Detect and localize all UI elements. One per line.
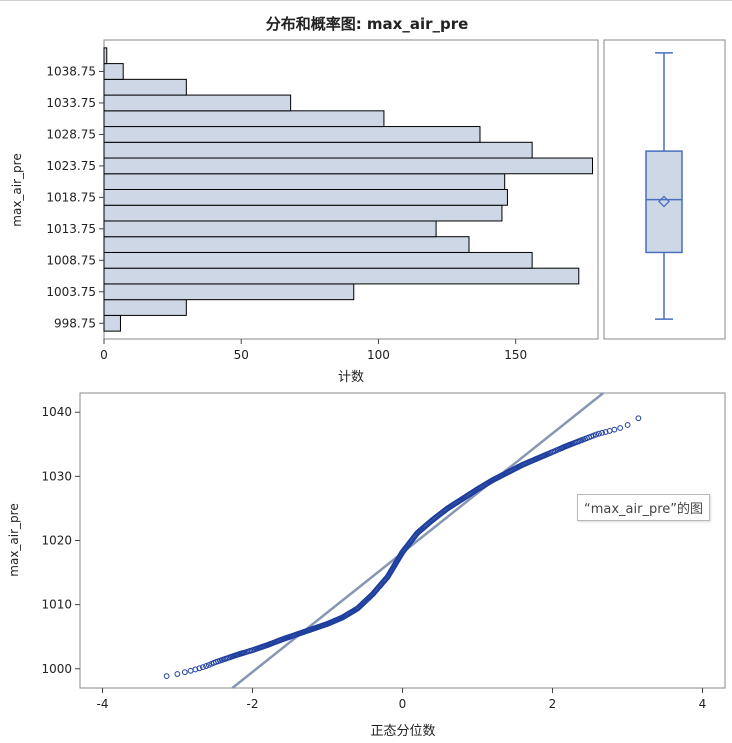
histogram-x-tick-label: 150 [504, 348, 527, 362]
qq-reference-line-group [231, 392, 605, 689]
qq-y-ticks: 1000 1010 1020 1030 1040 [41, 405, 80, 676]
qq-points [163, 415, 642, 680]
histogram-y-tick-label: 1038.75 [46, 64, 96, 78]
qq-y-tick-label: 1010 [41, 598, 72, 612]
boxplot-box [645, 150, 683, 254]
histogram-bar [103, 283, 355, 301]
qq-point [174, 671, 181, 677]
histogram-bar [103, 314, 121, 332]
histogram-bar [103, 94, 292, 112]
qq-point [596, 430, 602, 437]
qq-point [200, 664, 206, 671]
histogram-bar [103, 299, 187, 316]
histogram-bar [103, 267, 580, 285]
qq-x-tick-label: -2 [247, 697, 259, 711]
histogram-y-tick-label: 1028.75 [46, 127, 96, 141]
histogram-bar [103, 236, 470, 253]
qq-x-tick-label: -4 [97, 697, 109, 711]
qq-point [599, 429, 605, 436]
histogram-x-ticks: 0 50 100 150 [100, 339, 527, 362]
histogram-bar [103, 189, 508, 206]
histogram-bar [103, 63, 124, 80]
qq-point [635, 415, 642, 422]
histogram-y-axis-label: max_air_pre [10, 153, 24, 226]
qq-x-tick-label: 0 [399, 697, 407, 711]
histogram-bar [103, 141, 533, 159]
qq-x-tick-label: 4 [699, 697, 707, 711]
histogram-bar [103, 126, 481, 143]
histogram-y-tick-label: 1013.75 [46, 222, 96, 236]
qq-y-tick-label: 1000 [41, 662, 72, 676]
histogram-bar [103, 251, 533, 269]
qq-plot-frame [79, 392, 726, 689]
boxplot-mean-marker [658, 195, 670, 208]
chart-title: 分布和概率图: max_air_pre [266, 15, 469, 33]
qq-x-ticks: -4 -2 0 2 4 [97, 688, 707, 711]
histogram-bar [103, 204, 503, 222]
qq-y-tick-label: 1020 [41, 534, 72, 548]
qq-point [203, 663, 209, 669]
boxplot-panel [603, 39, 726, 340]
histogram-x-axis-label: 计数 [338, 370, 364, 385]
histogram-y-tick-label: 1018.75 [46, 190, 96, 204]
histogram-y-tick-label: 998.75 [54, 316, 96, 330]
histogram-bar [103, 110, 385, 128]
histogram-bar [103, 47, 108, 65]
qq-point [196, 665, 203, 672]
histogram-bar [103, 220, 437, 238]
qq-point [602, 429, 609, 435]
histogram-y-ticks: 998.75 1003.75 1008.75 1013.75 1018.75 1023.7… [46, 64, 104, 330]
histogram-panel: 998.75 1003.75 1008.75 1013.75 1018.75 1023.7… [10, 39, 599, 385]
histogram-y-tick-label: 1033.75 [46, 96, 96, 110]
histogram-bar [103, 173, 506, 190]
histogram-bar [103, 157, 594, 175]
boxplot [645, 52, 683, 320]
histogram-bars [103, 47, 594, 332]
qq-x-tick-label: 2 [549, 697, 557, 711]
qq-plot-tooltip: “max_air_pre”的图 [577, 494, 711, 521]
qq-point [590, 432, 597, 439]
histogram-x-tick-label: 0 [100, 348, 108, 362]
qq-point [617, 425, 624, 431]
qq-y-tick-label: 1030 [41, 469, 72, 483]
qq-point [593, 431, 600, 438]
qq-point [624, 422, 631, 428]
qq-reference-line [231, 392, 605, 689]
qq-y-axis-label: max_air_pre [7, 503, 21, 576]
qq-point [611, 426, 618, 433]
histogram-y-tick-label: 1008.75 [46, 253, 96, 267]
histogram-y-tick-label: 1023.75 [46, 159, 96, 173]
qq-point [163, 673, 170, 680]
qq-x-axis-label: 正态分位数 [370, 724, 435, 739]
qq-point [181, 669, 188, 676]
histogram-x-tick-label: 50 [234, 348, 249, 362]
histogram-x-tick-label: 100 [367, 348, 390, 362]
histogram-y-tick-label: 1003.75 [46, 285, 96, 299]
qq-plot-panel: -4 -2 0 2 4 1000 1010 1020 1030 1040 正态分位数 max_a… [7, 392, 726, 739]
qq-y-tick-label: 1040 [41, 405, 72, 419]
top-divider [0, 0, 732, 1]
histogram-bar [103, 78, 187, 96]
